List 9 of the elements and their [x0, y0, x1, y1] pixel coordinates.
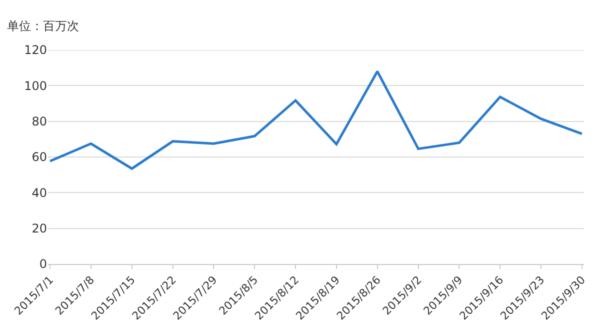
y-tick-label: 120: [24, 43, 47, 58]
y-tick-label: 80: [32, 114, 47, 129]
y-tick-label: 60: [32, 150, 47, 164]
y-axis-title: 单位：百万次: [7, 19, 79, 33]
y-tick-label: 40: [32, 186, 47, 200]
y-tick-label: 0: [39, 257, 47, 272]
y-tick-label: 100: [24, 78, 47, 93]
y-tick-label: 20: [32, 222, 47, 236]
line-series: [48, 70, 584, 170]
